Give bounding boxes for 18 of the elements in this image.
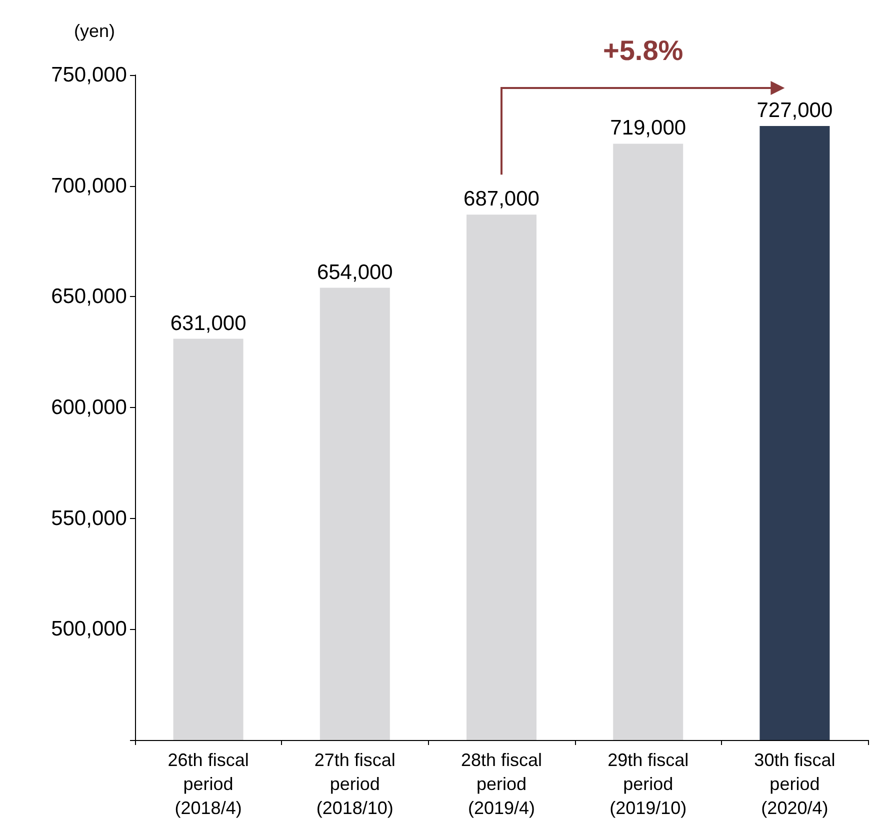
x-tick-label: 26th fiscal period (2018/4)	[168, 750, 249, 818]
y-tick-label: 550,000	[51, 506, 127, 530]
x-tick-label: 30th fiscal period (2020/4)	[754, 750, 836, 818]
data-label: 727,000	[756, 98, 833, 122]
y-tick-label: 650,000	[51, 285, 127, 308]
y-tick-label: 750,000	[51, 64, 127, 86]
text: +5.8%	[603, 35, 684, 66]
data-label: 631,000	[170, 312, 246, 335]
y-tick-label: 700,000	[51, 174, 127, 198]
x-tick-label: 27th fiscal period (2018/10)	[314, 750, 396, 818]
data-label: 719,000	[610, 116, 686, 140]
y-axis-title: (yen)	[74, 21, 115, 41]
x-tick-label: 29th fiscal period (2019/10)	[608, 750, 689, 818]
data-label: 654,000	[316, 260, 393, 284]
y-tick-label: 600,000	[51, 396, 127, 419]
y-tick-label: 500,000	[51, 618, 127, 641]
data-label: 687,000	[464, 188, 540, 211]
x-tick-label: 28th fiscal period (2019/4)	[460, 750, 542, 818]
